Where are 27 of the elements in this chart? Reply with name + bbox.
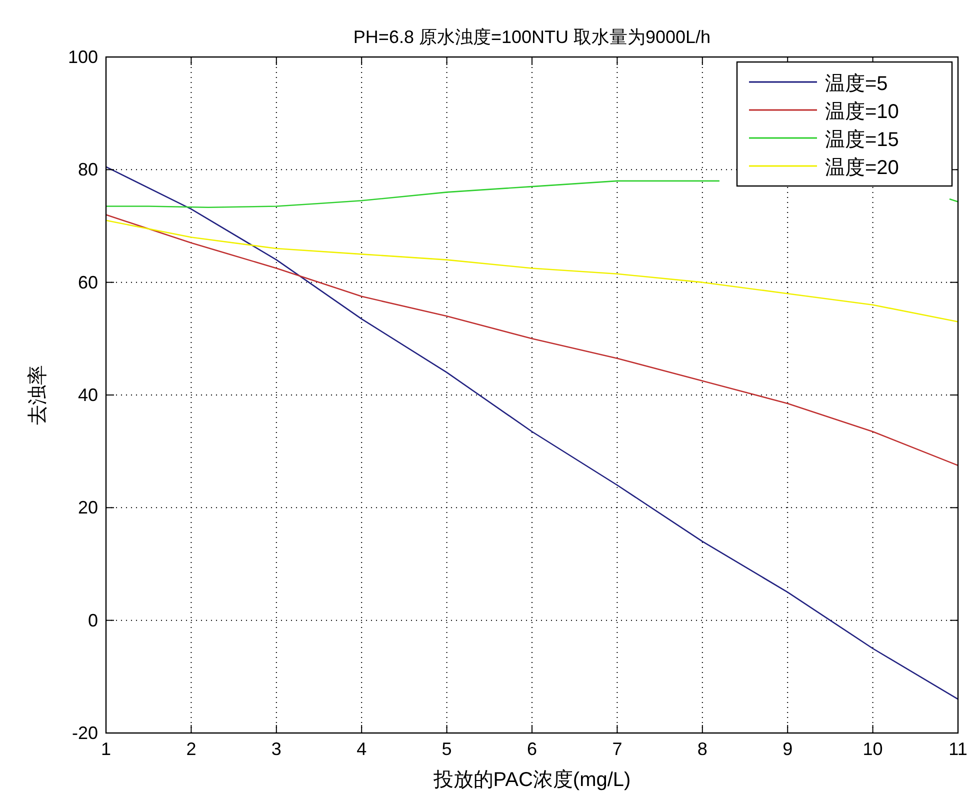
- y-tick-label: 80: [78, 160, 98, 180]
- x-tick-label: 3: [271, 739, 282, 759]
- y-tick-label: 40: [78, 385, 98, 405]
- chart-title: PH=6.8 原水浊度=100NTU 取水量为9000L/h: [353, 27, 711, 47]
- legend-label: 温度=15: [825, 129, 899, 151]
- legend-label: 温度=10: [825, 101, 899, 123]
- x-tick-label: 10: [862, 739, 883, 759]
- y-tick-label: 0: [88, 610, 98, 630]
- x-tick-label: 5: [442, 739, 452, 759]
- x-tick-label: 6: [526, 739, 538, 759]
- y-axis-title: 去浊率: [27, 365, 49, 425]
- x-axis-title: 投放的PAC浓度(mg/L): [432, 769, 631, 791]
- x-tick-label: 7: [612, 739, 622, 759]
- x-tick-label: 9: [782, 739, 793, 759]
- x-tick-label: 8: [697, 739, 708, 759]
- line-series: [105, 220, 959, 322]
- y-tick-label: -20: [72, 723, 98, 743]
- y-tick-label: 20: [78, 498, 98, 518]
- line-series: [105, 214, 959, 466]
- x-tick-label: 4: [356, 739, 367, 759]
- legend-label: 温度=20: [825, 157, 899, 179]
- x-tick-label: 11: [948, 739, 968, 759]
- legend-label: 温度=5: [825, 73, 888, 95]
- x-tick-label: 2: [186, 739, 196, 759]
- y-tick-label: 100: [68, 47, 98, 67]
- y-tick-label: 60: [78, 272, 98, 292]
- x-tick-label: 1: [100, 739, 112, 759]
